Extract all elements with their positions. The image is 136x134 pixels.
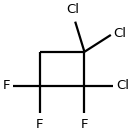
Text: F: F — [36, 118, 43, 131]
Text: F: F — [3, 79, 10, 92]
Text: F: F — [81, 118, 88, 131]
Text: Cl: Cl — [66, 3, 79, 16]
Text: Cl: Cl — [113, 27, 126, 40]
Text: Cl: Cl — [116, 79, 129, 92]
